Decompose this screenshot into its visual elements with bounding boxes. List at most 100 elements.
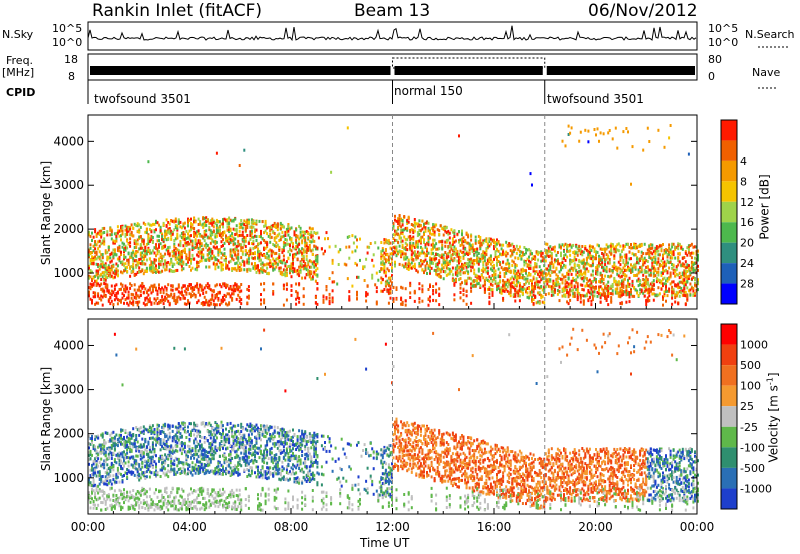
power-cell [569, 249, 572, 253]
power-cell [164, 295, 167, 299]
power-cell [185, 302, 188, 306]
power-cell [607, 274, 610, 278]
power-cell [521, 276, 524, 280]
power-cell [94, 255, 97, 259]
power-cell [447, 232, 450, 236]
power-cell [116, 269, 119, 273]
power-cell [601, 276, 604, 280]
power-cell [651, 258, 654, 262]
power-cell [176, 226, 179, 230]
power-cell [622, 244, 625, 248]
power-cell [649, 282, 652, 286]
power-cell [232, 248, 235, 252]
power-cell [180, 293, 183, 297]
power-cell [264, 256, 267, 259]
power-cell [499, 289, 502, 293]
power-cell [669, 254, 672, 258]
power-cell [279, 221, 282, 225]
power-cell [250, 229, 253, 233]
power-cell [467, 262, 470, 266]
power-cell [351, 284, 354, 288]
power-cell [158, 245, 160, 249]
power-cell [307, 245, 310, 249]
power-cell [427, 229, 430, 233]
power-cell [509, 290, 512, 294]
power-cell [235, 229, 238, 233]
power-cell [118, 246, 121, 249]
power-cell [464, 279, 467, 283]
power-cell [563, 249, 565, 253]
power-cell [136, 294, 139, 298]
power-cell [177, 253, 180, 257]
power-cell [278, 245, 281, 249]
power-cell [238, 243, 241, 247]
power-cell [95, 301, 98, 305]
power-cell [442, 253, 445, 257]
power-cell [107, 269, 110, 273]
power-cell [643, 268, 646, 272]
power-cell [508, 242, 511, 246]
power-cell [634, 243, 637, 247]
power-cell [518, 249, 521, 253]
power-cell [101, 253, 104, 256]
power-cell [176, 236, 179, 240]
power-cell [642, 291, 645, 295]
power-cell [515, 271, 518, 275]
power-cell [474, 284, 477, 288]
power-cell [237, 244, 240, 248]
power-cell [587, 269, 590, 273]
power-cell [260, 232, 262, 236]
power-cell [191, 289, 194, 293]
power-cell [158, 262, 160, 266]
power-cell [451, 252, 454, 256]
power-cell [101, 271, 104, 275]
power-cell [126, 239, 129, 243]
power-cell [101, 256, 104, 260]
nsky-trace [87, 25, 697, 44]
power-cell [142, 249, 145, 252]
power-cell [398, 244, 401, 248]
power-cell [572, 278, 575, 282]
power-cell [322, 295, 325, 299]
power-cell [462, 256, 465, 260]
power-cell [383, 238, 386, 242]
power-cell [485, 237, 488, 241]
power-cell [521, 291, 524, 295]
power-cell [206, 303, 209, 307]
power-cell [270, 227, 273, 231]
power-cell [103, 240, 106, 244]
power-cell [531, 288, 533, 292]
power-cell [552, 246, 555, 250]
power-cell [103, 282, 106, 285]
power-cell [278, 256, 281, 260]
power-cell [587, 279, 590, 283]
power-cell [441, 247, 444, 251]
power-cell [651, 252, 654, 256]
power-cell [193, 217, 196, 221]
power-cell [515, 244, 518, 248]
power-cell [665, 268, 667, 272]
power-cell [427, 264, 430, 268]
power-cell [631, 265, 634, 269]
power-cell [351, 234, 354, 238]
power-cell [118, 255, 121, 259]
power-cell [197, 299, 200, 303]
power-cell [205, 298, 208, 302]
power-cell [231, 254, 234, 258]
power-cell [94, 240, 97, 244]
power-cell [427, 266, 430, 270]
power-cell [264, 240, 267, 244]
power-cell [220, 240, 223, 244]
power-cell [141, 251, 144, 255]
power-cell [346, 235, 349, 239]
power-cell [384, 282, 387, 286]
power-cell [176, 256, 179, 260]
power-cell [604, 250, 607, 254]
power-cell [525, 269, 527, 273]
power-cell [124, 246, 127, 250]
power-cell [176, 298, 179, 302]
power-cell [234, 250, 237, 254]
power-cell [505, 254, 508, 258]
power-cell [474, 250, 477, 254]
power-cell [200, 252, 203, 256]
